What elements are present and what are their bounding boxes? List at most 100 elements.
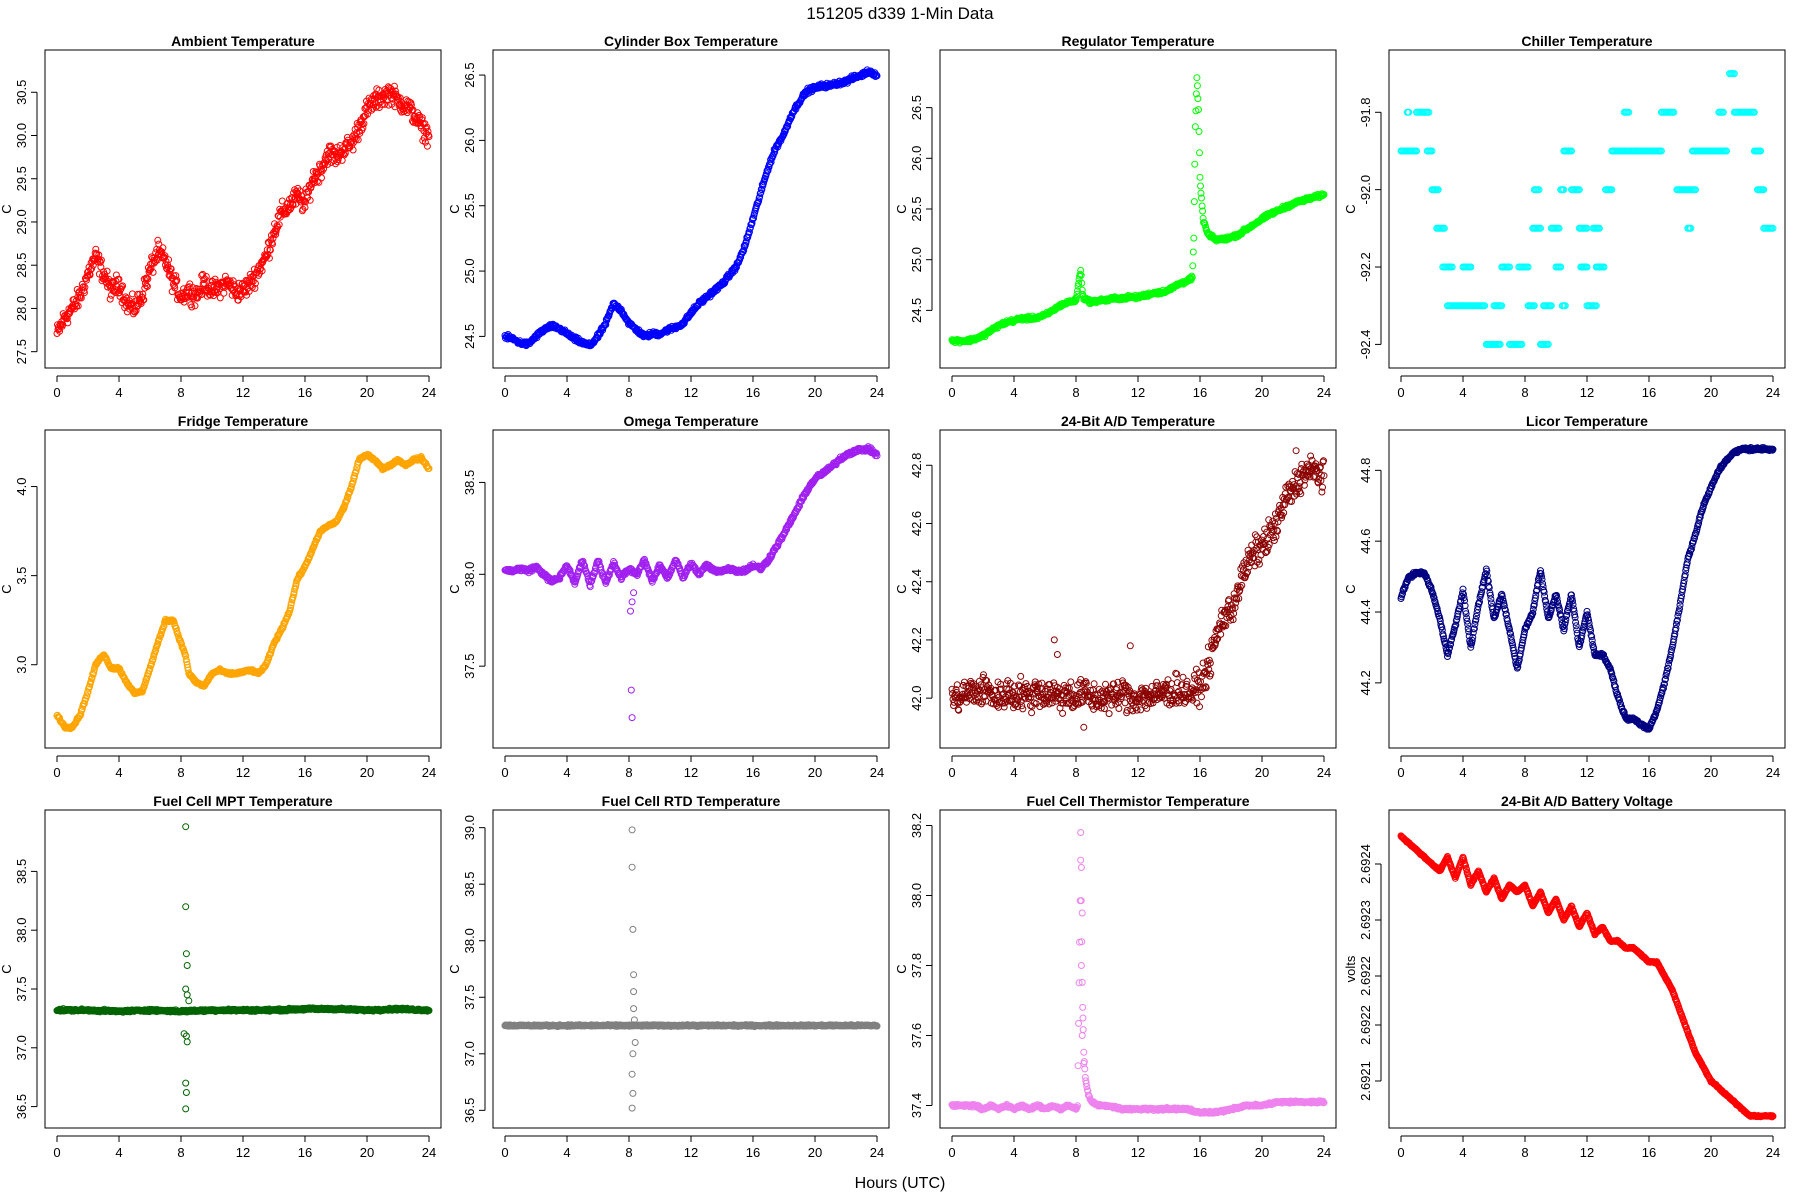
plot-frame — [44, 429, 442, 749]
data-points — [1397, 70, 1777, 348]
figure-xlabel: Hours (UTC) — [855, 1175, 946, 1192]
data-point — [74, 302, 82, 310]
data-points — [53, 450, 433, 733]
x-tick-label: 12 — [1580, 385, 1594, 400]
x-tick-label: 4 — [563, 385, 570, 400]
data-point — [235, 292, 243, 300]
data-point — [81, 283, 89, 291]
x-tick-label: 16 — [746, 765, 760, 780]
x-tick-label: 16 — [746, 385, 760, 400]
y-tick-label: 26.5 — [909, 95, 924, 120]
data-point — [182, 293, 190, 301]
data-point — [385, 101, 393, 109]
data-point — [118, 283, 126, 291]
panel-title: Regulator Temperature — [1062, 33, 1215, 49]
data-point — [122, 293, 130, 301]
y-tick-label: 25.0 — [909, 247, 924, 272]
data-point — [167, 265, 175, 273]
panel-ylabel: C — [1343, 204, 1358, 213]
data-point — [349, 146, 357, 154]
data-point — [119, 282, 127, 290]
data-point — [103, 267, 111, 275]
data-point — [396, 94, 404, 102]
data-point — [1197, 182, 1204, 190]
data-point — [364, 110, 371, 118]
data-point — [1198, 693, 1205, 701]
data-point — [106, 295, 114, 303]
outlier-point — [1126, 642, 1134, 650]
y-tick-label: -91.8 — [1358, 97, 1373, 127]
data-point — [220, 289, 228, 297]
x-tick-label: 20 — [808, 385, 822, 400]
plot-frame — [1388, 49, 1786, 369]
x-tick-label: 16 — [1193, 385, 1207, 400]
x-tick-label: 24 — [870, 765, 884, 780]
panel-title: Chiller Temperature — [1521, 33, 1652, 49]
y-tick-label: 25.5 — [462, 193, 477, 218]
data-point — [266, 246, 274, 254]
x-tick-label: 20 — [1255, 385, 1269, 400]
x-tick-label: 0 — [948, 765, 955, 780]
data-point — [159, 244, 167, 252]
x-tick-label: 0 — [948, 385, 955, 400]
plot-frame — [492, 49, 890, 369]
data-point — [140, 296, 148, 304]
y-tick-label: -92.0 — [1358, 175, 1373, 205]
y-tick-label: 3.0 — [14, 656, 29, 674]
data-point — [975, 677, 983, 685]
data-point — [251, 279, 259, 287]
data-point — [199, 270, 207, 278]
outlier-point — [630, 589, 638, 597]
data-point — [88, 265, 96, 273]
x-tick-label: 24 — [422, 385, 436, 400]
x-tick-label: 0 — [501, 765, 508, 780]
data-point — [229, 277, 237, 285]
panel-title: Cylinder Box Temperature — [604, 33, 778, 49]
x-tick-label: 0 — [53, 385, 60, 400]
data-point — [1108, 701, 1116, 709]
x-tick-label: 8 — [625, 385, 632, 400]
data-point — [202, 273, 210, 280]
data-point — [372, 103, 380, 111]
data-point — [258, 267, 266, 275]
y-tick-label: 42.0 — [909, 686, 924, 711]
data-point — [143, 283, 151, 290]
x-axis: 0 4 8 12 16 20 24 — [948, 755, 1331, 780]
data-points — [53, 82, 433, 337]
y-tick-label: -92.4 — [1358, 330, 1373, 360]
data-point — [299, 205, 307, 213]
x-tick-label: 8 — [1072, 385, 1079, 400]
x-axis: 0 4 8 12 16 20 24 — [53, 375, 436, 400]
panel-title: Fridge Temperature — [178, 413, 309, 429]
x-tick-label: 20 — [1704, 385, 1718, 400]
data-point — [1189, 248, 1197, 256]
x-tick-label: 8 — [177, 765, 184, 780]
x-tick-label: 8 — [177, 385, 184, 400]
x-tick-label: 20 — [360, 765, 374, 780]
y-tick-label: 30.0 — [14, 123, 29, 148]
data-point — [354, 136, 362, 144]
outlier-point — [628, 598, 636, 606]
panel-ylabel: C — [0, 584, 14, 593]
panel-ylabel: C — [0, 204, 14, 213]
data-point — [115, 275, 123, 283]
y-axis: 27.528.028.529.029.530.030.5 — [14, 80, 38, 364]
x-axis: 0 4 8 12 16 20 24 — [501, 375, 884, 400]
data-point — [361, 105, 369, 112]
y-axis: -92.4-92.2-92.0-91.8 — [1358, 97, 1382, 360]
x-tick-label: 20 — [360, 385, 374, 400]
data-point — [263, 246, 271, 254]
y-tick-label: 37.5 — [462, 654, 477, 679]
data-points — [501, 66, 881, 350]
y-tick-label: 24.5 — [909, 298, 924, 323]
outlier-point — [1050, 636, 1058, 644]
y-tick-label: 26.0 — [909, 146, 924, 171]
x-tick-label: 8 — [1521, 385, 1528, 400]
data-points — [501, 443, 881, 722]
data-point — [1190, 234, 1198, 242]
